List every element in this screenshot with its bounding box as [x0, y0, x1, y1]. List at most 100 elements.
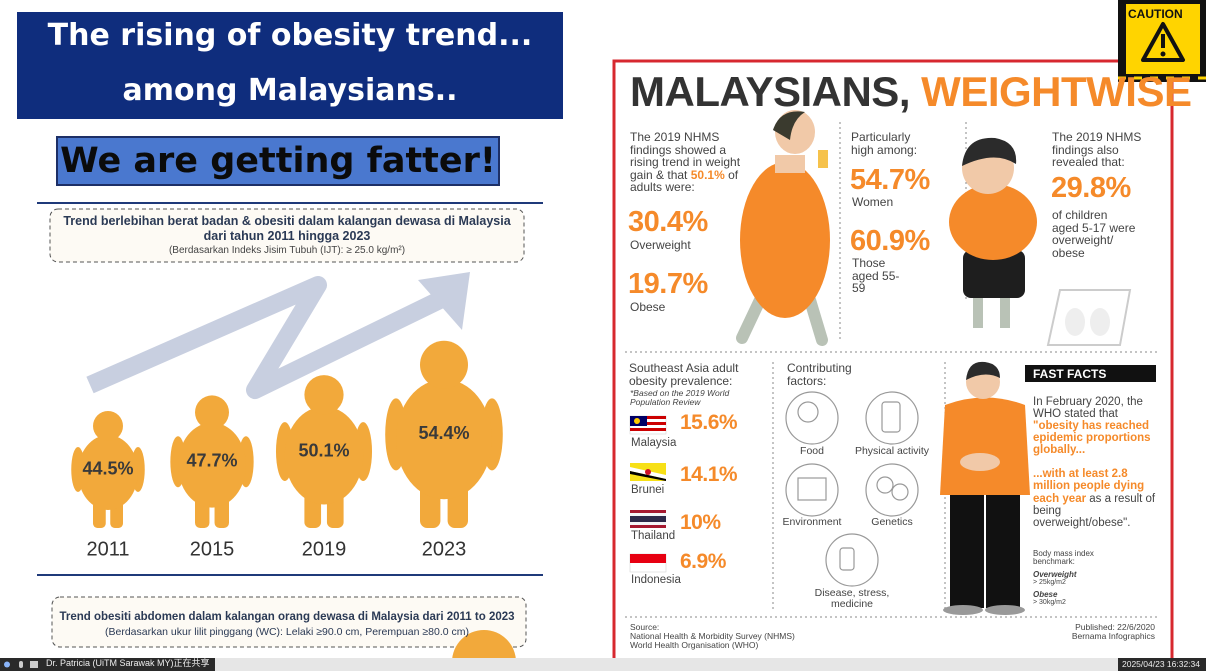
figure-head — [93, 411, 123, 441]
figure — [71, 411, 145, 528]
trend-arrow-part — [418, 272, 470, 330]
figure-group — [71, 340, 503, 528]
scale-illustration-part — [1090, 308, 1110, 336]
mic-icon[interactable] — [19, 661, 23, 668]
publisher: Bernama Infographics — [1071, 631, 1155, 641]
figure-body — [284, 406, 364, 505]
country-name: Malaysia — [631, 437, 677, 449]
man-illustration-part — [950, 480, 984, 608]
flag-malaysia-part — [634, 418, 640, 424]
factor-icon-part — [797, 477, 827, 501]
timestamp-badge — [1118, 658, 1206, 671]
flag-malaysia — [629, 415, 667, 435]
flag-thailand — [630, 510, 666, 528]
man-illustration-part — [985, 605, 1025, 615]
kid-illustration-part — [963, 250, 1025, 298]
flag-malaysia-part — [630, 416, 666, 419]
presenter-text[interactable]: Dr. Patricia (UiTM Sarawak MY)正在共享 — [46, 658, 210, 668]
section-note: *Based on the 2019 World Population Revi… — [630, 388, 730, 407]
flag-thailand-part — [630, 516, 666, 522]
bmi-label: Obese — [1033, 590, 1058, 599]
stat-label: of children aged 5-17 were overweight/ o… — [1052, 208, 1136, 260]
infographic-frame — [612, 59, 1174, 663]
highlight: ...with at least 2.8 million people dyin… — [1033, 468, 1145, 505]
scale-illustration-part — [1065, 308, 1085, 336]
bmi-title: Body mass index benchmark: — [1033, 549, 1094, 567]
factor-icon-part — [839, 547, 855, 571]
kid-illustration-part — [1000, 292, 1010, 328]
title-line: The rising of obesity trend... — [47, 18, 533, 53]
kid-illustration-part — [973, 292, 983, 328]
text: of adults were: — [630, 167, 739, 195]
trend-box — [49, 208, 525, 263]
woman-illustration-part — [740, 162, 830, 318]
stat-value: 30.4% — [628, 206, 708, 238]
intro-text: Particularly high among: — [851, 130, 918, 157]
stat-label: Those aged 55-59 — [852, 256, 900, 296]
country-name: Indonesia — [631, 574, 681, 586]
man-illustration-part — [960, 453, 1000, 471]
flag-indonesia-part — [630, 554, 666, 563]
abdomen-box — [51, 596, 527, 648]
stat-value: 19.7% — [628, 268, 708, 300]
country-name: Brunei — [631, 484, 665, 496]
presenter-badge[interactable] — [0, 658, 215, 671]
figure-body — [178, 422, 246, 508]
factor-icon-part — [876, 476, 894, 494]
flag-brunei — [630, 463, 666, 481]
year-label: 2015 — [190, 538, 235, 560]
woman-illustration — [736, 110, 830, 346]
timestamp: 2025/04/23 16:32:34 — [1122, 659, 1200, 669]
factor-icon-part — [797, 401, 819, 423]
stat-value: 29.8% — [1051, 172, 1131, 204]
factor-icon-part — [881, 401, 901, 433]
scale-illustration — [1046, 289, 1132, 346]
woman-illustration-part — [773, 111, 805, 140]
trend-arrow-part — [86, 276, 454, 399]
country-value: 15.6% — [680, 411, 738, 434]
user-icon — [4, 661, 10, 668]
flag-indonesia — [629, 553, 667, 573]
caution-sign-part — [1161, 34, 1165, 48]
flag-malaysia-part — [630, 428, 666, 431]
kid-illustration-part — [949, 184, 1037, 260]
text: The 2019 NHMS findings showed a rising t… — [630, 130, 741, 182]
figure-value: 47.7% — [186, 450, 237, 470]
figure-value: 54.4% — [418, 423, 469, 443]
caution-sign-part — [1160, 51, 1166, 57]
heading-part: MALAYSIANS, — [630, 68, 911, 115]
stat-label: Women — [852, 195, 894, 209]
share-icon[interactable] — [30, 661, 38, 668]
stat-value: 54.7% — [850, 164, 930, 196]
infographic-heading: MALAYSIANS, WEIGHTWISE — [630, 68, 1192, 115]
figure — [170, 395, 254, 528]
kid-illustration — [949, 137, 1037, 328]
factor-label: Environment — [782, 516, 842, 528]
taskbar — [0, 658, 1206, 671]
kid-illustration-part — [962, 137, 1017, 166]
figure-head — [420, 340, 468, 389]
country-value: 14.1% — [680, 463, 738, 486]
trend-title: Trend berlebihan berat badan & obesiti d… — [63, 214, 511, 243]
figure-body — [396, 379, 492, 500]
highlight: 50.1% — [690, 167, 725, 182]
man-illustration — [940, 361, 1030, 615]
bmi-value: > 25kg/m2 — [1033, 579, 1066, 586]
fast-facts-title: FAST FACTS — [1033, 367, 1107, 381]
fast-facts-text: In February 2020, the WHO stated that "o… — [1033, 396, 1158, 529]
factor-icon — [785, 391, 919, 587]
country-name: Thailand — [631, 530, 676, 542]
year-label: 2019 — [302, 538, 347, 560]
text: as a result of being overweight/obese". — [1033, 492, 1156, 529]
figure-body — [78, 435, 138, 510]
figure-value: 44.5% — [82, 458, 133, 478]
caution-sign — [1118, 0, 1206, 82]
figure-head — [195, 395, 229, 430]
man-illustration-part — [943, 605, 983, 615]
caution-label: CAUTION — [1128, 7, 1183, 21]
intro-text: The 2019 NHMS findings showed a rising t… — [630, 131, 745, 194]
figure-head — [304, 375, 344, 415]
country-value: 6.9% — [680, 550, 726, 573]
